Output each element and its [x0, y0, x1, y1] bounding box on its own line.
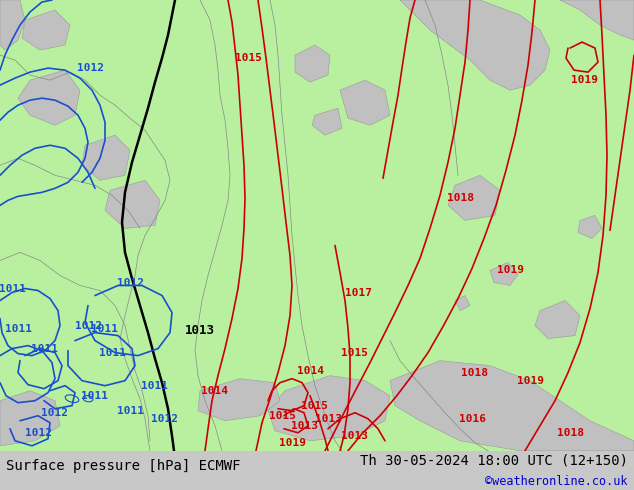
Polygon shape: [0, 391, 60, 446]
Text: 1011: 1011: [98, 347, 126, 358]
Text: 1017: 1017: [344, 288, 372, 297]
Text: 1012: 1012: [77, 63, 103, 73]
Text: 1014: 1014: [297, 366, 323, 376]
Text: 1013: 1013: [292, 421, 318, 431]
Text: 1011: 1011: [32, 343, 58, 354]
Polygon shape: [535, 300, 580, 339]
Polygon shape: [295, 45, 330, 82]
Text: 1019: 1019: [496, 266, 524, 275]
Text: 1014: 1014: [202, 386, 228, 396]
Polygon shape: [0, 0, 25, 50]
Text: 1015: 1015: [301, 401, 328, 411]
Text: 1012: 1012: [41, 408, 68, 418]
Text: 1011: 1011: [117, 406, 143, 416]
Text: 1019: 1019: [278, 438, 306, 448]
Polygon shape: [312, 108, 342, 135]
Text: 1011: 1011: [4, 323, 32, 334]
Text: 1011: 1011: [91, 323, 119, 334]
Polygon shape: [560, 0, 634, 40]
Polygon shape: [268, 376, 390, 441]
Polygon shape: [390, 361, 634, 451]
Text: ©weatheronline.co.uk: ©weatheronline.co.uk: [485, 475, 628, 488]
Polygon shape: [578, 216, 602, 239]
Text: 1018: 1018: [557, 428, 583, 438]
Text: 1015: 1015: [342, 347, 368, 358]
Polygon shape: [22, 10, 70, 50]
Polygon shape: [448, 175, 500, 220]
Polygon shape: [455, 295, 470, 311]
Text: 1011: 1011: [82, 391, 108, 401]
Text: 1015: 1015: [269, 411, 295, 421]
Text: Th 30-05-2024 18:00 UTC (12+150): Th 30-05-2024 18:00 UTC (12+150): [359, 454, 628, 467]
Polygon shape: [198, 379, 280, 421]
Text: 1018: 1018: [446, 194, 474, 203]
Text: 1011: 1011: [0, 284, 25, 294]
Text: 1019: 1019: [517, 376, 543, 386]
Text: 1011: 1011: [141, 381, 169, 391]
Polygon shape: [400, 0, 550, 90]
Text: 1012: 1012: [25, 428, 51, 438]
Polygon shape: [105, 180, 160, 228]
Text: 1013: 1013: [342, 431, 368, 441]
Polygon shape: [82, 135, 130, 180]
Text: 1012: 1012: [152, 414, 179, 424]
Text: 1013: 1013: [185, 324, 215, 337]
Text: Surface pressure [hPa] ECMWF: Surface pressure [hPa] ECMWF: [6, 460, 241, 473]
Text: 1013: 1013: [314, 414, 342, 424]
Text: 1019: 1019: [571, 75, 598, 85]
Text: 1015: 1015: [235, 53, 261, 63]
Text: 1018: 1018: [462, 368, 489, 378]
Text: 1012: 1012: [117, 277, 143, 288]
Polygon shape: [340, 80, 390, 125]
Polygon shape: [18, 70, 80, 125]
Polygon shape: [0, 0, 634, 451]
Polygon shape: [490, 263, 518, 286]
Text: 1012: 1012: [75, 320, 101, 331]
Text: 1016: 1016: [458, 414, 486, 424]
